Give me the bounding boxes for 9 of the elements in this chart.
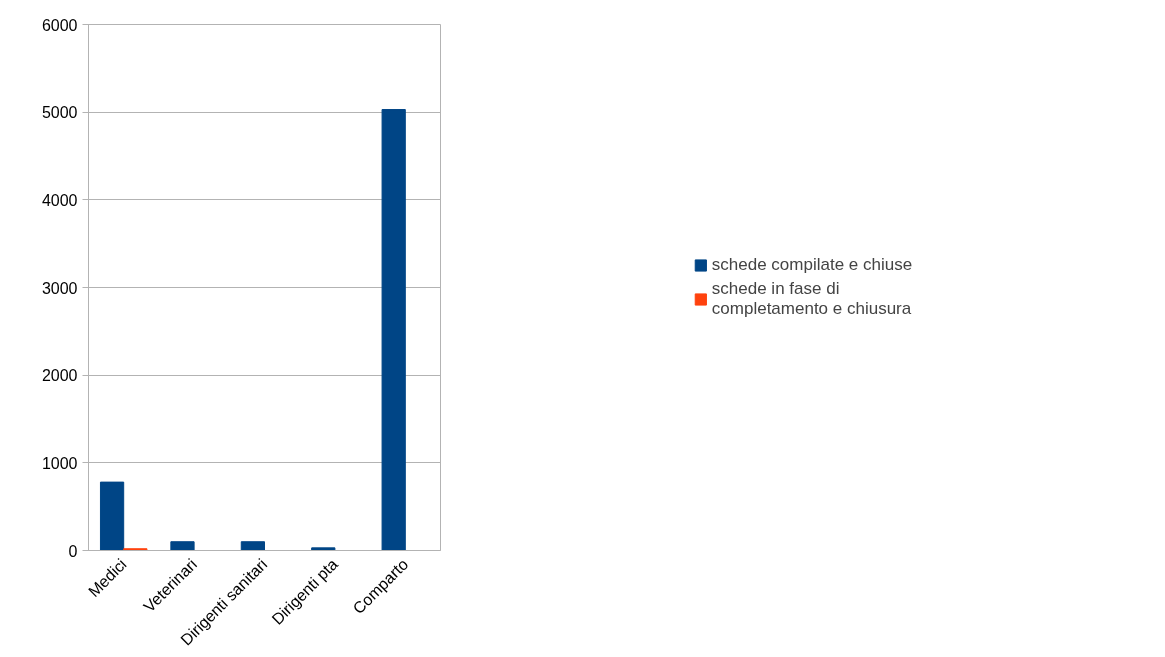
y-tick-label: 5000 [41, 104, 78, 122]
y-tick-label: 3000 [41, 279, 78, 297]
legend-label: schede compilate e chiuse [711, 255, 913, 275]
y-tick-label: 6000 [41, 16, 78, 34]
y-tick-label: 2000 [41, 367, 78, 385]
y-tick-label: 0 [68, 542, 78, 560]
y-tick-label: 1000 [41, 454, 78, 472]
legend-label: schede in fase di completamento e chiusura [711, 279, 912, 319]
y-tick-label: 4000 [41, 191, 78, 209]
